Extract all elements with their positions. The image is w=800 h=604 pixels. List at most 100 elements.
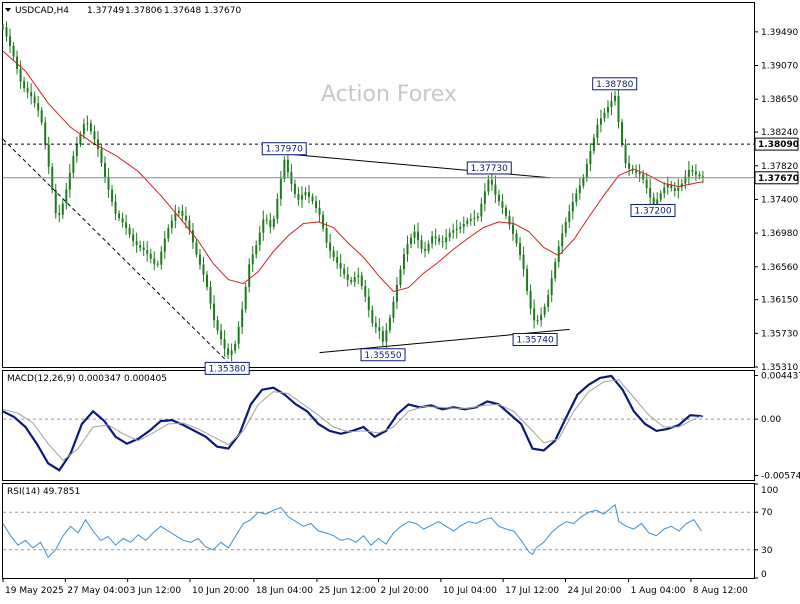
price-candle-body	[248, 264, 251, 287]
price-candle-body	[244, 286, 247, 310]
price-candle-body	[89, 123, 92, 132]
price-candle-body	[308, 192, 311, 197]
price-candle-body	[100, 149, 103, 164]
price-candle-body	[26, 88, 29, 93]
price-candle-body	[438, 238, 441, 242]
price-candle-body	[515, 233, 518, 244]
macd-y-tick-label: -0.005745	[761, 472, 800, 482]
price-candle-body	[184, 215, 187, 221]
price-candle-body	[209, 287, 212, 304]
price-candle-body	[606, 106, 609, 113]
x-tick-label: 18 Jun 04:00	[256, 586, 313, 596]
price-candle-body	[568, 211, 571, 222]
price-candle-body	[139, 245, 142, 248]
price-candle-body	[37, 103, 40, 111]
price-label-box	[512, 333, 558, 347]
watermark: Action Forex	[321, 82, 457, 107]
price-candle-body	[146, 250, 149, 254]
price-label-box	[592, 77, 638, 91]
price-candle-body	[125, 222, 128, 228]
axis-layer: 1.39490 1.39070 1.38650 1.38240 1.37820 1.374…	[2, 28, 800, 596]
price-candle-body	[540, 314, 543, 321]
price-candle-body	[571, 202, 574, 212]
price-candle-body	[526, 269, 529, 292]
price-candle-body	[276, 198, 279, 219]
macd-title: MACD(12,26,9) 0.000347 0.000405	[7, 374, 167, 384]
price-candle-body	[585, 164, 588, 178]
price-label-box	[360, 348, 406, 362]
price-label-1.35550: 1.35550	[364, 351, 401, 361]
price-candle-body	[269, 220, 272, 227]
header-high: 1.37806	[125, 6, 162, 16]
price-candle-body	[677, 187, 680, 191]
price-candle-body	[666, 184, 669, 188]
price-candle-body	[701, 176, 704, 178]
price-candle-body	[652, 197, 655, 207]
x-tick-label: 3 Jun 12:00	[130, 586, 182, 596]
price-candle-body	[406, 244, 409, 255]
header-low: 1.37648	[164, 6, 201, 16]
price-candle-body	[181, 211, 184, 216]
price-candle-body	[198, 254, 201, 265]
price-candle-body	[399, 269, 402, 285]
price-candle-body	[33, 96, 36, 104]
price-candle-body	[237, 326, 240, 344]
price-candle-body	[339, 263, 342, 269]
price-candle-body	[142, 247, 145, 251]
price-candle-body	[220, 330, 223, 340]
price-candle-body	[279, 178, 282, 199]
price-candle-body	[65, 189, 68, 204]
price-candle-body	[610, 101, 613, 107]
price-candle-body	[5, 27, 8, 37]
price-candle-body	[191, 230, 194, 243]
price-panel-frame	[2, 2, 755, 368]
price-candle-body	[44, 122, 47, 145]
price-candle-body	[694, 171, 697, 175]
price-y-tick-label: 1.39070	[761, 62, 798, 72]
price-candle-body	[578, 185, 581, 194]
price-candle-body	[564, 221, 567, 234]
price-candle-body	[410, 237, 413, 245]
price-candle-body	[343, 268, 346, 275]
macd-panel-frame	[2, 370, 755, 481]
price-candle-body	[642, 174, 645, 180]
price-candle-body	[12, 45, 15, 57]
price-candle-body	[431, 236, 434, 244]
price-candle-body	[293, 183, 296, 194]
price-candle-body	[174, 213, 177, 221]
price-candle-body	[522, 254, 525, 270]
level-price-label: 1.37670	[758, 174, 799, 184]
price-candle-body	[659, 193, 662, 200]
rsi-title: RSI(14) 49.7851	[7, 487, 80, 497]
macd-series-macd	[2, 374, 703, 472]
price-layer: 1.35380 1.37970 1.35550 1.37730 1.35740 1.387…	[2, 21, 754, 375]
price-candle-body	[617, 95, 620, 122]
price-y-tick-label: 1.38240	[761, 128, 798, 138]
price-y-tick-label: 1.37400	[761, 195, 798, 205]
price-candle-body	[448, 232, 451, 238]
price-y-tick-label: 1.39490	[761, 28, 798, 38]
price-candle-body	[392, 301, 395, 318]
price-candle-body	[318, 207, 321, 215]
level-price-box	[754, 137, 799, 151]
dropdown-triangle-icon[interactable]	[5, 8, 11, 12]
price-candle-body	[621, 121, 624, 145]
price-candle-body	[216, 320, 219, 331]
price-candle-body	[30, 92, 33, 97]
price-candle-body	[582, 177, 585, 186]
price-candle-body	[107, 176, 110, 190]
price-candle-body	[434, 236, 437, 239]
price-candle-body	[635, 170, 638, 173]
moving-average-line	[2, 50, 703, 293]
price-candle-body	[283, 159, 286, 179]
price-candle-body	[121, 218, 124, 223]
price-candle-body	[395, 284, 398, 302]
price-candle-body	[104, 163, 107, 177]
price-candle-body	[533, 308, 536, 321]
price-candle-body	[160, 251, 163, 265]
price-candle-body	[47, 144, 50, 167]
price-candle-body	[9, 36, 12, 46]
rsi-panel-frame	[2, 483, 755, 579]
price-candle-body	[687, 170, 690, 177]
